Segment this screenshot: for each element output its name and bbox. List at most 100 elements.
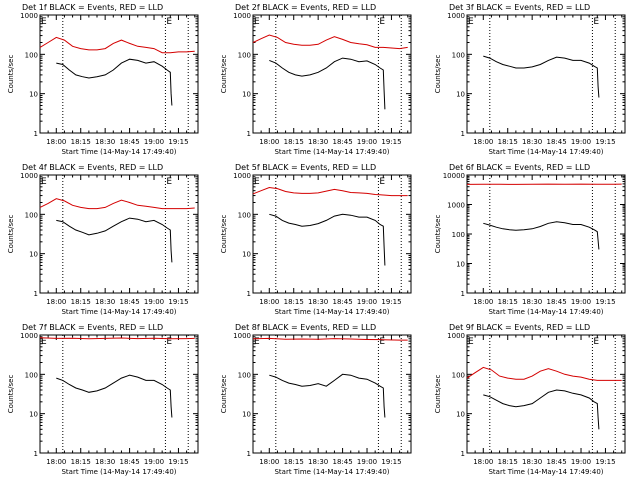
plot-frame: [40, 335, 198, 453]
y-tick-label: 100: [452, 51, 465, 59]
x-tick-label: 18:30: [308, 298, 328, 306]
x-tick-label: 18:30: [95, 138, 115, 146]
event-marker: E: [379, 177, 385, 187]
x-tick-label: 18:30: [522, 298, 542, 306]
y-axis-label: Counts/sec: [434, 375, 442, 414]
y-tick-label: 10: [29, 411, 38, 419]
y-tick-label: 100: [25, 371, 38, 379]
x-tick-label: 19:00: [144, 458, 164, 466]
lld-series-line: [40, 199, 195, 209]
x-axis-label: Start Time (14-May-14 17:49:40): [274, 148, 389, 156]
chart-panel-7: Det 7f BLACK = Events, RED = LLD11010010…: [7, 323, 198, 476]
x-tick-label: 19:00: [357, 298, 377, 306]
x-tick-label: 18:15: [284, 298, 304, 306]
y-tick-label: 10000: [443, 172, 465, 180]
x-tick-label: 18:00: [259, 458, 279, 466]
chart-panel-5: Det 5f BLACK = Events, RED = LLD11010010…: [220, 163, 411, 316]
x-tick-label: 18:30: [308, 138, 328, 146]
y-tick-label: 10: [456, 261, 465, 269]
events-series-line: [56, 218, 172, 262]
x-tick-label: 18:00: [259, 138, 279, 146]
event-marker: E: [41, 177, 47, 187]
event-marker: E: [379, 17, 385, 27]
event-marker: E: [593, 17, 599, 27]
x-tick-label: 19:00: [357, 458, 377, 466]
x-tick-label: 18:30: [308, 458, 328, 466]
y-tick-label: 1000: [233, 172, 251, 180]
x-tick-label: 18:45: [332, 298, 352, 306]
y-tick-label: 1: [461, 290, 465, 298]
x-tick-label: 19:00: [144, 138, 164, 146]
x-axis-label: Start Time (14-May-14 17:49:40): [488, 148, 603, 156]
y-tick-label: 1000: [447, 12, 465, 20]
x-tick-label: 19:00: [571, 138, 591, 146]
event-marker: E: [41, 17, 47, 27]
x-tick-label: 19:15: [168, 138, 188, 146]
y-tick-label: 1: [461, 450, 465, 458]
y-tick-label: 10: [242, 411, 251, 419]
plot-frame: [253, 15, 411, 133]
y-axis-label: Counts/sec: [220, 215, 228, 254]
x-tick-label: 18:30: [95, 298, 115, 306]
x-tick-label: 18:00: [259, 298, 279, 306]
x-tick-label: 18:45: [119, 298, 139, 306]
x-tick-label: 19:00: [144, 298, 164, 306]
events-series-line: [483, 222, 599, 250]
event-marker: E: [166, 177, 172, 187]
y-tick-label: 10: [29, 251, 38, 259]
chart-title: Det 9f BLACK = Events, RED = LLD: [449, 323, 590, 332]
x-tick-label: 18:45: [119, 138, 139, 146]
x-axis-label: Start Time (14-May-14 17:49:40): [488, 468, 603, 476]
x-tick-label: 18:45: [546, 298, 566, 306]
x-tick-label: 18:15: [284, 138, 304, 146]
x-tick-label: 19:15: [595, 138, 615, 146]
y-tick-label: 1: [247, 130, 251, 138]
y-tick-label: 10: [456, 411, 465, 419]
y-tick-label: 1000: [233, 12, 251, 20]
plot-frame: [467, 175, 625, 293]
lld-series-line: [467, 367, 622, 380]
x-tick-label: 18:30: [95, 458, 115, 466]
y-tick-label: 1: [247, 450, 251, 458]
chart-title: Det 4f BLACK = Events, RED = LLD: [22, 163, 163, 172]
plot-frame: [40, 15, 198, 133]
events-series-line: [269, 374, 385, 417]
chart-panel-8: Det 8f BLACK = Events, RED = LLD11010010…: [220, 323, 411, 476]
y-tick-label: 1000: [233, 332, 251, 340]
x-axis-label: Start Time (14-May-14 17:49:40): [61, 148, 176, 156]
x-tick-label: 19:15: [595, 458, 615, 466]
chart-panel-9: Det 9f BLACK = Events, RED = LLD11010010…: [434, 323, 625, 476]
x-tick-label: 19:15: [381, 138, 401, 146]
y-tick-label: 100: [25, 211, 38, 219]
x-tick-label: 18:15: [71, 458, 91, 466]
y-tick-label: 1000: [447, 332, 465, 340]
y-tick-label: 100: [238, 211, 251, 219]
x-axis-label: Start Time (14-May-14 17:49:40): [274, 468, 389, 476]
y-tick-label: 1000: [20, 172, 38, 180]
y-tick-label: 100: [452, 231, 465, 239]
x-tick-label: 18:15: [71, 298, 91, 306]
x-tick-label: 18:45: [332, 138, 352, 146]
plot-frame: [253, 335, 411, 453]
y-tick-label: 1000: [20, 332, 38, 340]
event-marker: E: [166, 17, 172, 27]
chart-panel-1: Det 1f BLACK = Events, RED = LLD11010010…: [7, 3, 198, 156]
chart-panel-6: Det 6f BLACK = Events, RED = LLD 1 10 100 10…: [434, 163, 625, 316]
chart-title: Det 1f BLACK = Events, RED = LLD: [22, 3, 163, 12]
x-tick-label: 18:45: [119, 458, 139, 466]
chart-panel-2: Det 2f BLACK = Events, RED = LLD11010010…: [220, 3, 411, 156]
events-series-line: [269, 58, 385, 109]
y-tick-label: 100: [25, 51, 38, 59]
x-tick-label: 18:45: [332, 458, 352, 466]
chart-title: Det 5f BLACK = Events, RED = LLD: [235, 163, 376, 172]
chart-title: Det 6f BLACK = Events, RED = LLD: [449, 163, 590, 172]
y-tick-label: 1: [34, 450, 38, 458]
y-tick-label: 1: [461, 130, 465, 138]
lld-series-line: [253, 35, 408, 49]
event-marker: E: [254, 17, 260, 27]
events-series-line: [483, 56, 599, 97]
y-tick-label: 10: [242, 251, 251, 259]
events-series-line: [56, 375, 172, 417]
chart-title: Det 8f BLACK = Events, RED = LLD: [235, 323, 376, 332]
